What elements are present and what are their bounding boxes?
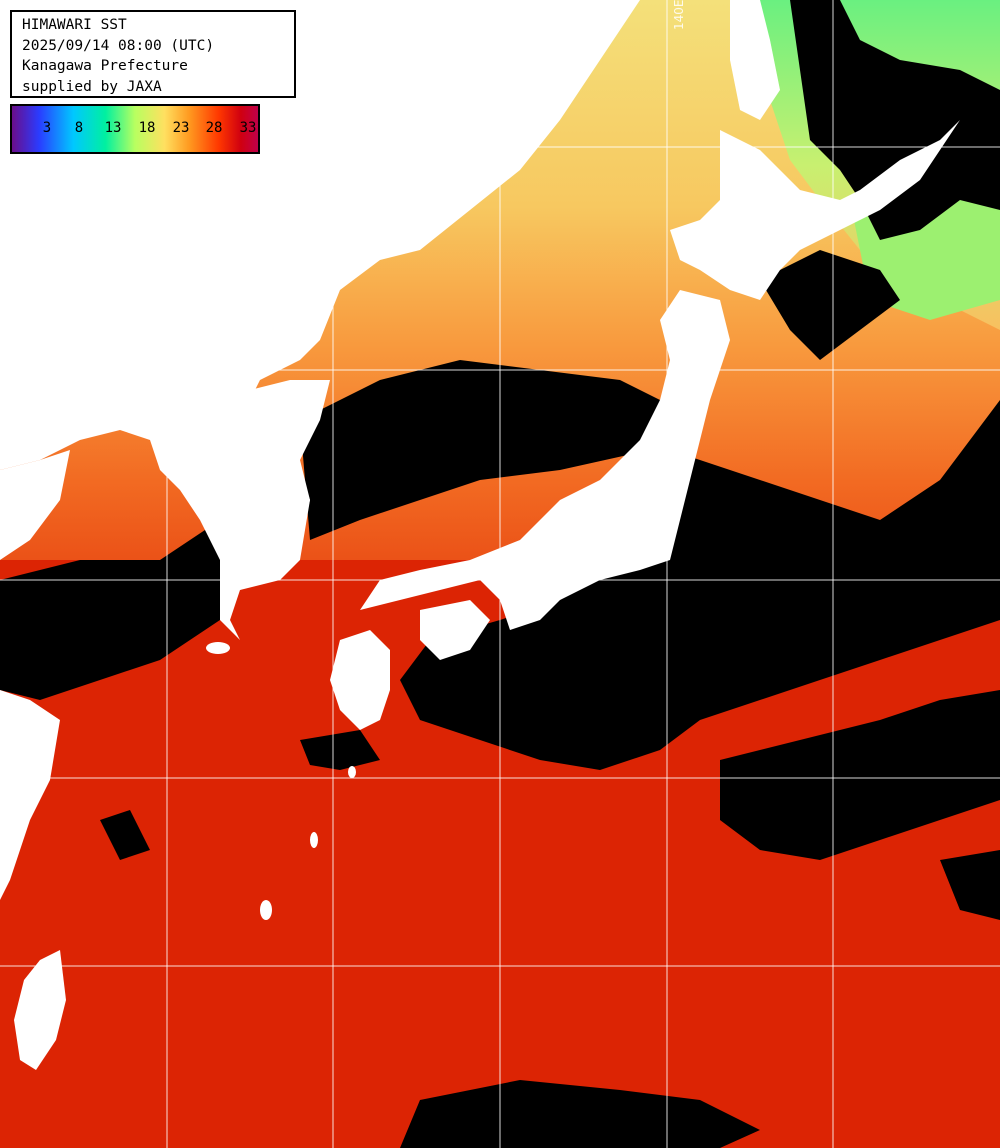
map-region: Kanagawa Prefecture	[22, 58, 188, 74]
legend-tick: 33	[239, 120, 257, 136]
map-title: HIMAWARI SST	[22, 17, 127, 33]
land-kyushu	[330, 630, 390, 730]
info-box: HIMAWARI SST 2025/09/14 08:00 (UTC) Kana…	[10, 10, 296, 98]
grid-label-140e: 140E	[672, 0, 686, 30]
map-datetime: 2025/09/14 08:00 (UTC)	[22, 37, 215, 54]
color-legend: 3 8 13 18 23 28 33	[10, 104, 260, 154]
land-hokkaido	[670, 120, 960, 300]
land-korea	[220, 380, 330, 590]
legend-tick: 23	[172, 120, 190, 136]
legend-colorbar	[12, 106, 258, 152]
land-honshu	[360, 290, 730, 630]
grid-label-30n: 30N	[10, 761, 35, 775]
land-sakhalin	[730, 0, 780, 120]
land-shikoku	[420, 600, 490, 660]
land-china-south	[0, 690, 60, 900]
legend-tick: 13	[104, 120, 122, 136]
land-china	[0, 450, 70, 560]
legend-tick: 28	[205, 120, 223, 136]
legend-tick: 3	[42, 120, 52, 136]
legend-ticks: 3 8 13 18 23 28 33	[12, 106, 258, 152]
land-taiwan	[14, 950, 66, 1070]
legend-tick: 18	[138, 120, 156, 136]
grid-label-40n: 40N	[10, 353, 35, 367]
land-russia-coast	[0, 0, 640, 640]
land	[0, 0, 960, 1070]
legend-tick: 8	[74, 120, 84, 136]
map-credit: supplied by JAXA	[22, 78, 162, 95]
